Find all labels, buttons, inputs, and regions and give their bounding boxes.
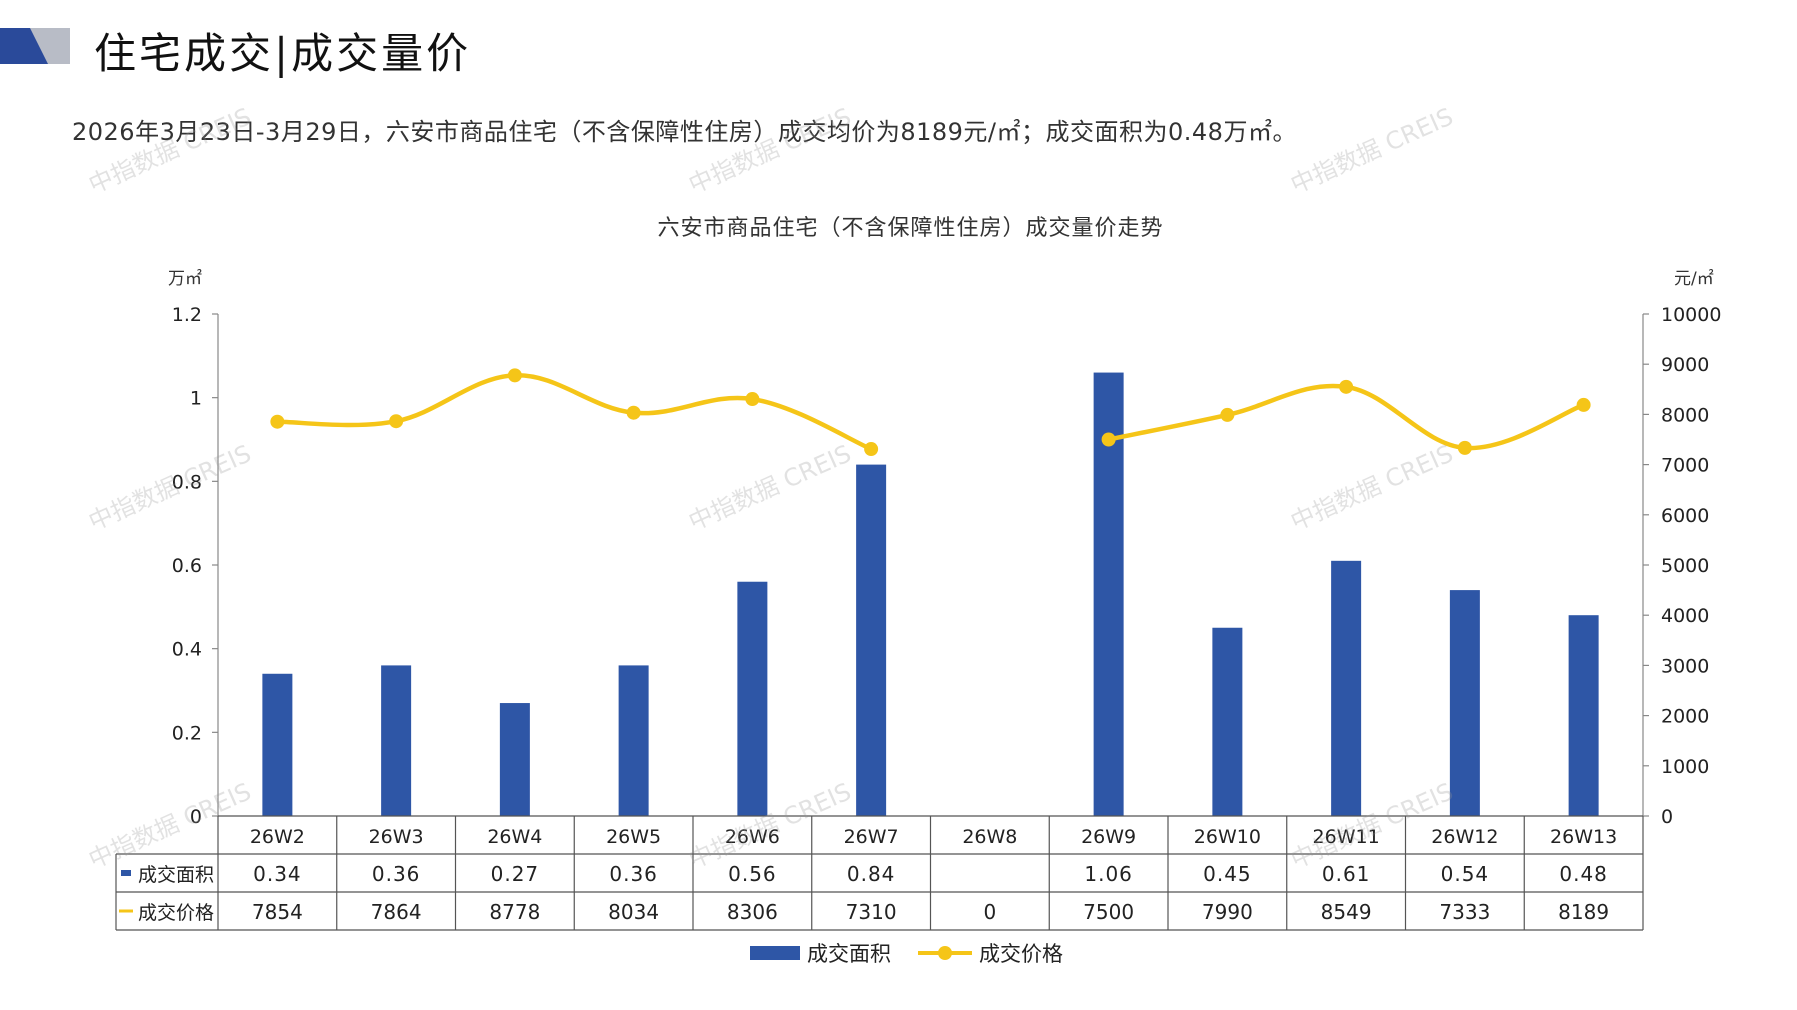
bar-26W2 bbox=[262, 673, 293, 816]
summary-text: 2026年3月23日-3月29日，六安市商品住宅（不含保障性住房）成交均价为81… bbox=[72, 118, 1297, 146]
right-axis-tick-label: 10000 bbox=[1661, 304, 1721, 326]
price-point-26W12 bbox=[1457, 440, 1472, 455]
price-point-26W5 bbox=[626, 405, 641, 420]
right-axis-tick-label: 9000 bbox=[1661, 354, 1709, 376]
price-point-26W9 bbox=[1101, 432, 1116, 447]
price-point-26W10 bbox=[1220, 407, 1235, 422]
header-logo bbox=[0, 28, 70, 64]
category-label: 26W6 bbox=[725, 826, 780, 848]
price-line-segment-2 bbox=[1108, 383, 1585, 451]
right-axis-tick-label: 3000 bbox=[1661, 655, 1709, 677]
legend-label-price: 成交价格 bbox=[979, 942, 1063, 966]
category-label: 26W5 bbox=[606, 826, 661, 848]
category-label: 26W11 bbox=[1313, 826, 1380, 848]
category-label: 26W3 bbox=[369, 826, 424, 848]
category-label: 26W7 bbox=[844, 826, 899, 848]
right-axis-tick-label: 1000 bbox=[1661, 756, 1709, 778]
right-axis-unit: 元/㎡ bbox=[1674, 269, 1714, 289]
area-data-label: 0.45 bbox=[1203, 862, 1252, 886]
area-data-label: 0.84 bbox=[847, 862, 896, 886]
area-data-label: 0.48 bbox=[1559, 862, 1608, 886]
price-point-26W2 bbox=[270, 414, 285, 429]
price-point-26W4 bbox=[507, 368, 522, 383]
table-key-area bbox=[121, 870, 131, 876]
category-label: 26W9 bbox=[1081, 826, 1136, 848]
price-point-26W11 bbox=[1339, 379, 1354, 394]
bar-26W7 bbox=[856, 464, 887, 816]
bar-26W5 bbox=[618, 665, 649, 816]
bar-26W4 bbox=[499, 703, 530, 816]
right-axis-tick-label: 7000 bbox=[1661, 455, 1709, 477]
category-label: 26W8 bbox=[962, 826, 1017, 848]
right-axis-tick-label: 0 bbox=[1661, 806, 1673, 828]
price-data-label: 7500 bbox=[1083, 900, 1134, 924]
left-axis-tick-label: 1 bbox=[190, 388, 202, 410]
chart-title: 六安市商品住宅（不含保障性住房）成交量价走势 bbox=[657, 216, 1163, 241]
category-label: 26W4 bbox=[487, 826, 542, 848]
area-data-label: 0.61 bbox=[1322, 862, 1371, 886]
category-label: 26W2 bbox=[250, 826, 305, 848]
price-data-label: 8549 bbox=[1321, 900, 1372, 924]
price-point-26W13 bbox=[1576, 397, 1591, 412]
left-axis-tick-label: 0 bbox=[190, 806, 202, 828]
price-data-label: 7333 bbox=[1439, 900, 1490, 924]
right-axis-tick-label: 4000 bbox=[1661, 605, 1709, 627]
area-data-label: 0.27 bbox=[491, 862, 540, 886]
price-data-label: 8306 bbox=[727, 900, 778, 924]
page-title: 住宅成交|成交量价 bbox=[94, 29, 472, 78]
right-axis-tick-label: 5000 bbox=[1661, 555, 1709, 577]
bar-26W12 bbox=[1449, 590, 1480, 816]
price-data-label: 7854 bbox=[252, 900, 303, 924]
area-data-label: 0.34 bbox=[253, 862, 302, 886]
area-data-label: 0.36 bbox=[372, 862, 421, 886]
bar-26W11 bbox=[1331, 560, 1362, 816]
price-data-label: 8778 bbox=[489, 900, 540, 924]
price-point-26W6 bbox=[745, 392, 760, 407]
price-data-label: 7990 bbox=[1202, 900, 1253, 924]
right-axis-tick-label: 6000 bbox=[1661, 505, 1709, 527]
left-axis-tick-label: 0.8 bbox=[172, 471, 202, 493]
left-axis-tick-label: 1.2 bbox=[172, 304, 202, 326]
area-data-label: 0.36 bbox=[609, 862, 658, 886]
legend-marker-price bbox=[938, 946, 952, 960]
left-axis-tick-label: 0.2 bbox=[172, 722, 202, 744]
bar-26W10 bbox=[1212, 627, 1243, 816]
price-data-label: 0 bbox=[984, 900, 997, 924]
right-axis-tick-label: 2000 bbox=[1661, 706, 1709, 728]
left-axis-tick-label: 0.4 bbox=[172, 639, 202, 661]
price-line-segment-1 bbox=[277, 373, 872, 452]
legend-swatch-area bbox=[750, 946, 800, 960]
legend-label-area: 成交面积 bbox=[807, 942, 891, 966]
price-point-26W3 bbox=[389, 414, 404, 429]
price-data-label: 7310 bbox=[846, 900, 897, 924]
bar-26W13 bbox=[1568, 615, 1599, 816]
price-data-label: 8189 bbox=[1558, 900, 1609, 924]
logo-dark-shape bbox=[0, 28, 48, 64]
price-point-26W7 bbox=[864, 442, 879, 457]
price-data-label: 8034 bbox=[608, 900, 659, 924]
category-label: 26W12 bbox=[1431, 826, 1498, 848]
area-data-label: 0.54 bbox=[1441, 862, 1490, 886]
area-data-label: 1.06 bbox=[1084, 862, 1133, 886]
bar-26W6 bbox=[737, 581, 768, 816]
category-label: 26W10 bbox=[1194, 826, 1261, 848]
price-data-label: 7864 bbox=[371, 900, 422, 924]
table-row-header-area: 成交面积 bbox=[138, 864, 214, 886]
left-axis-unit: 万㎡ bbox=[168, 269, 202, 289]
category-label: 26W13 bbox=[1550, 826, 1617, 848]
area-data-label: 0.56 bbox=[728, 862, 777, 886]
bar-26W3 bbox=[381, 665, 412, 816]
right-axis-tick-label: 8000 bbox=[1661, 404, 1709, 426]
left-axis-tick-label: 0.6 bbox=[172, 555, 202, 577]
table-row-header-price: 成交价格 bbox=[138, 902, 214, 924]
